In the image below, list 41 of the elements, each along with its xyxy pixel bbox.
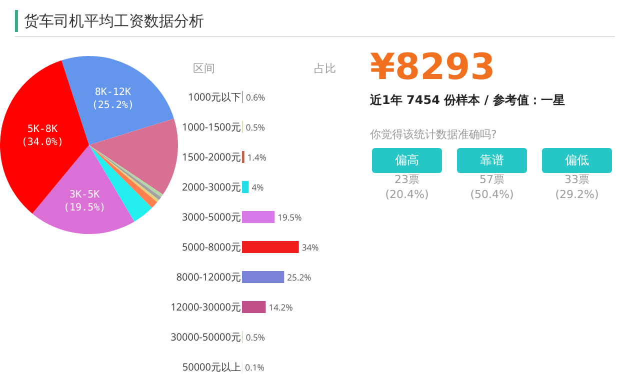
text: (29.2%) [554,188,600,202]
data-label: 4% [252,181,264,194]
data-label: (25.2%) [92,100,134,111]
data-label: 34% [302,241,319,254]
y-tick-label: 5000-8000元 [182,240,241,254]
data-label: (19.5%) [63,202,106,214]
data-label: 25.2% [287,271,312,284]
y-tick-label: 12000-30000元 [170,300,241,314]
y-tick-label: 3000-5000元 [182,210,241,224]
data-label: 0.1% [245,361,264,374]
text: 区间 [193,61,215,76]
data-label: 0.5% [246,331,265,344]
data-label: 0.5% [246,121,265,134]
data-label: (34.0%) [21,137,64,148]
text: 近1年 7454 份样本 / 参考值：一星 [370,92,566,109]
text: (50.4%) [469,188,515,202]
y-tick-label: 30000-50000元 [170,330,241,344]
y-tick-label: 1500-2000元 [182,150,241,164]
y-tick-label: 50000元以上 [182,360,241,374]
text: 你觉得该统计数据准确吗? [370,127,498,142]
y-tick-label: 1000-1500元 [182,120,241,134]
text: 占比 [314,61,336,76]
data-label: 1.4% [247,151,266,164]
text: 33票 [564,173,590,187]
button: 偏高 [372,148,442,173]
slice-label: 5K-8K [27,124,58,136]
text: 23票 [394,173,420,187]
y-tick-label: 8000-12000元 [176,270,241,284]
text: 57票 [478,173,506,187]
slice-label: 3K-5K [70,189,100,200]
y-tick-label: 2000-3000元 [182,180,241,194]
text: (20.4%) [384,188,430,202]
slice-label: 8K-12K [94,86,131,98]
button: 靠谱 [457,148,527,173]
button: 偏低 [542,148,612,173]
data-label: 0.6% [246,91,266,104]
data-label: 19.5% [278,211,302,224]
chart-title: 货车司机平均工资数据分析 [15,10,204,32]
y-tick-label: 1000元以下 [188,90,241,104]
data-label: 14.2% [268,301,293,314]
text: ¥8293 [370,47,496,88]
